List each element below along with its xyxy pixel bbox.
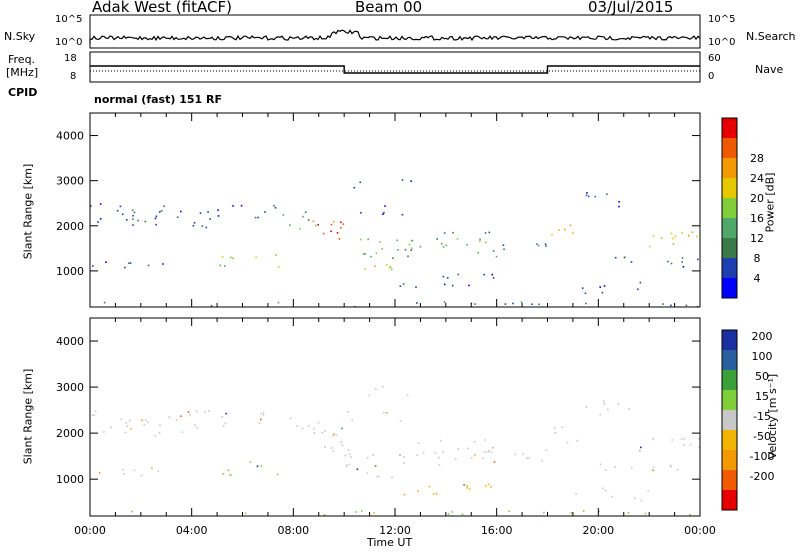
velocity-colorbar-tick: 200 bbox=[752, 330, 773, 343]
freq-trace bbox=[90, 65, 700, 74]
freq-tick-top: 18 bbox=[64, 53, 77, 64]
velocity-colorbar-tick: 100 bbox=[752, 350, 773, 363]
velocity-colorbar-tick: -200 bbox=[750, 470, 775, 483]
power-scatter bbox=[90, 179, 699, 308]
nave-tick-top: 60 bbox=[708, 53, 721, 64]
power-colorbar-frame bbox=[721, 117, 738, 299]
x-tick-label: 00:00 bbox=[74, 524, 106, 537]
velocity-ylabel: Slant Range [km] bbox=[21, 368, 35, 465]
x-tick-label: 12:00 bbox=[379, 524, 411, 537]
x-tick-label: 08:00 bbox=[277, 524, 309, 537]
power-colorbar bbox=[722, 118, 737, 298]
power-colorbar-tick: 16 bbox=[750, 212, 764, 225]
power-colorbar-tick: 12 bbox=[750, 232, 764, 245]
time-xlabel: Time UT bbox=[367, 536, 413, 549]
date-title: 03/Jul/2015 bbox=[588, 0, 674, 16]
y-tick-label: 2000 bbox=[56, 427, 84, 440]
power-colorbar-tick: 24 bbox=[750, 172, 764, 185]
nsky-trace bbox=[89, 29, 701, 44]
y-tick-label: 2000 bbox=[56, 220, 84, 233]
freq-tick-bottom: 8 bbox=[70, 71, 77, 82]
power-colorbar-tick: 8 bbox=[754, 252, 761, 265]
cpid-label: CPID bbox=[8, 86, 38, 99]
y-tick-label: 3000 bbox=[56, 381, 84, 394]
nsky-tick-bottom: 10^0 bbox=[55, 37, 83, 48]
power-colorbar-label: Power [dB] bbox=[763, 172, 777, 233]
nsky-label: N.Sky bbox=[4, 30, 36, 43]
y-tick-label: 4000 bbox=[56, 335, 84, 348]
x-tick-label: 20:00 bbox=[582, 524, 614, 537]
velocity-scatter bbox=[91, 385, 701, 517]
freq-unit-label: [MHz] bbox=[6, 66, 39, 79]
nsearch-tick-bottom: 10^0 bbox=[708, 37, 736, 48]
nsearch-label: N.Search bbox=[746, 30, 796, 43]
velocity-colorbar bbox=[722, 330, 737, 510]
velocity-colorbar-tick: -50 bbox=[753, 430, 771, 443]
nsky-panel-frame bbox=[89, 14, 701, 49]
y-tick-label: 3000 bbox=[56, 175, 84, 188]
power-colorbar-tick: 20 bbox=[750, 192, 764, 205]
x-tick-label: 00:00 bbox=[684, 524, 716, 537]
velocity-colorbar-label: Velocity [m s⁻¹] bbox=[766, 373, 780, 460]
nsky-tick-top: 10^5 bbox=[55, 14, 83, 25]
nsearch-tick-top: 10^5 bbox=[708, 14, 736, 25]
y-tick-label: 4000 bbox=[56, 130, 84, 143]
nave-tick-bottom: 0 bbox=[708, 71, 715, 82]
beam-title: Beam 00 bbox=[355, 0, 423, 16]
velocity-colorbar-tick: 50 bbox=[755, 370, 769, 383]
velocity-colorbar-tick: 15 bbox=[755, 390, 769, 403]
power-colorbar-tick: 28 bbox=[750, 152, 764, 165]
velocity-colorbar-tick: -100 bbox=[750, 450, 775, 463]
nave-label: Nave bbox=[755, 63, 784, 76]
x-tick-label: 04:00 bbox=[176, 524, 208, 537]
power-colorbar-tick: 4 bbox=[754, 272, 761, 285]
freq-label: Freq. bbox=[8, 53, 36, 66]
velocity-colorbar-frame bbox=[721, 329, 738, 511]
power-ylabel: Slant Range [km] bbox=[21, 163, 35, 260]
x-tick-label: 16:00 bbox=[481, 524, 513, 537]
y-tick-label: 1000 bbox=[56, 265, 84, 278]
velocity-colorbar-tick: -15 bbox=[753, 410, 771, 423]
freq-panel-frame bbox=[89, 51, 701, 83]
power-panel-frame bbox=[89, 112, 701, 308]
cpid-text: normal (fast) 151 RF bbox=[94, 93, 222, 106]
station-title: Adak West (fitACF) bbox=[92, 0, 232, 16]
y-tick-label: 1000 bbox=[56, 473, 84, 486]
